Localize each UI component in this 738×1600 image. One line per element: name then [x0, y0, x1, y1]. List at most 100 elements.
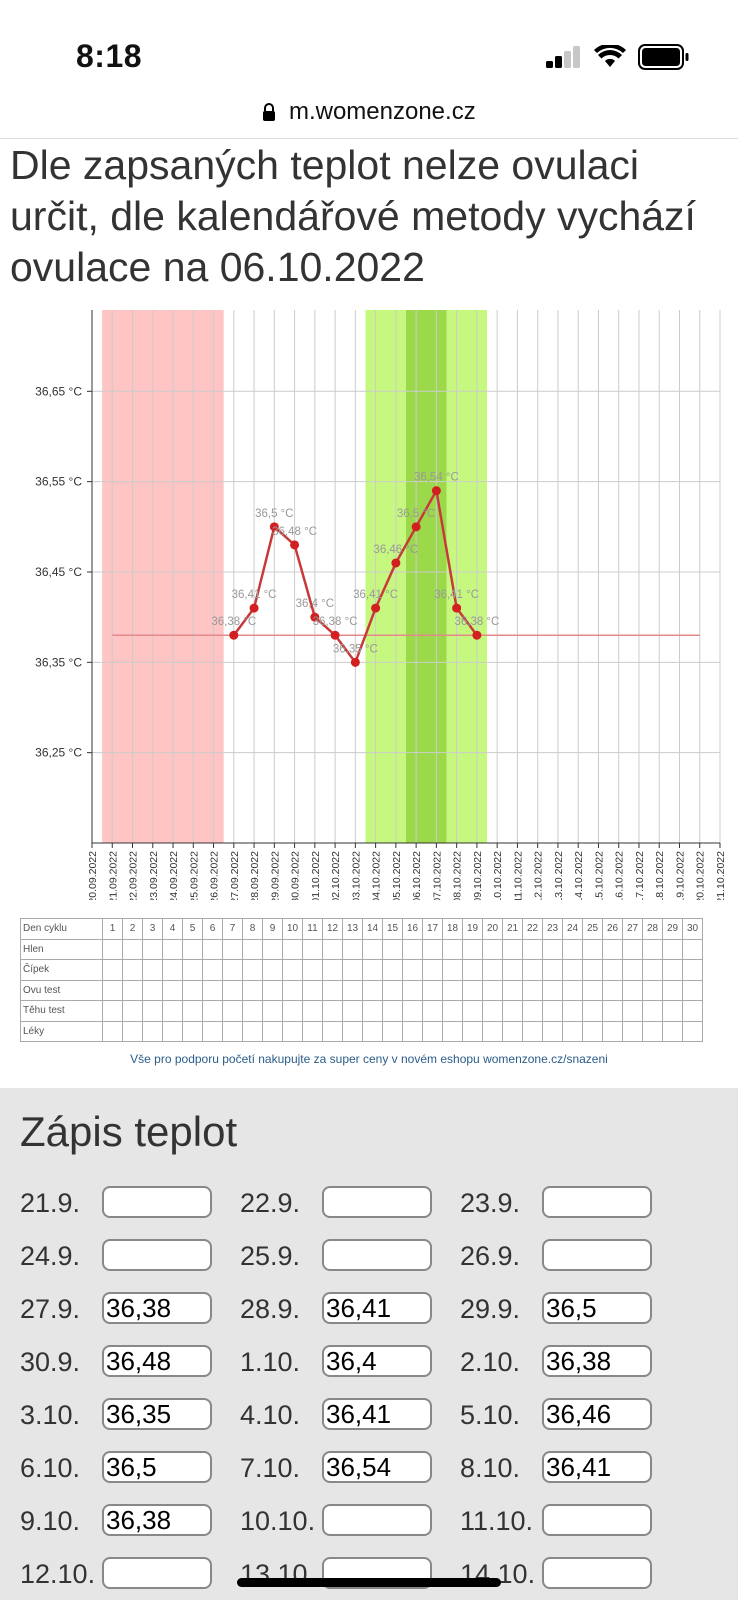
temperature-input[interactable]: [322, 1186, 432, 1218]
data-label: 36,35 °C: [333, 643, 378, 655]
cycle-cell: [382, 938, 403, 960]
temperature-input[interactable]: 36,4: [322, 1345, 432, 1377]
temperature-input[interactable]: 36,35: [102, 1398, 212, 1430]
cycle-cell: [282, 979, 303, 1001]
temperature-input[interactable]: [542, 1504, 652, 1536]
cycle-cell: [282, 1020, 303, 1042]
cycle-cell: [442, 959, 463, 981]
temperature-input[interactable]: 36,46: [542, 1398, 652, 1430]
cycle-cell: [162, 938, 183, 960]
clock: 8:18: [76, 38, 143, 74]
cycle-cell: [302, 1020, 323, 1042]
cycle-cell: [662, 938, 683, 960]
temperature-input[interactable]: [322, 1504, 432, 1536]
x-tick-label: 24.09.2022: [168, 851, 180, 900]
cycle-cell: [562, 938, 583, 960]
cycle-cell: [462, 959, 483, 981]
entry-date-label: 22.9.: [240, 1188, 301, 1218]
data-label: 36,4 °C: [296, 598, 334, 610]
temperature-input[interactable]: 36,5: [102, 1451, 212, 1483]
temperature-input[interactable]: [542, 1557, 652, 1589]
cycle-cell: [322, 1000, 343, 1022]
cycle-cell: [602, 938, 623, 960]
data-label: 36,48 °C: [272, 526, 317, 538]
data-label: 36,41 °C: [232, 589, 277, 601]
cycle-cell: [462, 1000, 483, 1022]
temperature-input[interactable]: 36,38: [102, 1292, 212, 1324]
temperature-input[interactable]: 36,38: [542, 1345, 652, 1377]
temperature-input[interactable]: 36,54: [322, 1451, 432, 1483]
cycle-day-number: 30: [682, 918, 703, 940]
temperature-input[interactable]: 36,48: [102, 1345, 212, 1377]
cycle-cell: [342, 938, 363, 960]
cycle-cell: [422, 1020, 443, 1042]
cycle-cell: [162, 1020, 183, 1042]
address-bar[interactable]: m.womenzone.cz: [0, 92, 738, 139]
x-tick-label: 28.09.2022: [249, 851, 261, 900]
entry-date-label: 4.10.: [240, 1400, 301, 1430]
cycle-cell: [422, 1000, 443, 1022]
data-label: 36,5 °C: [255, 508, 293, 520]
cycle-cell: [262, 1000, 283, 1022]
cycle-cell: [242, 979, 263, 1001]
cycle-cell: [102, 1000, 123, 1022]
cycle-cell: [142, 959, 163, 981]
cycle-cell: [482, 959, 503, 981]
entry-date-label: 28.9.: [240, 1294, 301, 1324]
cycle-table-row: Léky: [20, 1020, 703, 1042]
temperature-input[interactable]: [102, 1557, 212, 1589]
x-tick-label: 01.10.2022: [310, 851, 322, 900]
temperature-input[interactable]: 36,5: [542, 1292, 652, 1324]
x-tick-label: 03.10.2022: [350, 851, 362, 900]
entry-date-label: 1.10.: [240, 1347, 301, 1377]
temperature-input[interactable]: 36,41: [542, 1451, 652, 1483]
cycle-cell: [142, 1000, 163, 1022]
cycle-cell: [242, 1000, 263, 1022]
temperature-input[interactable]: 36,38: [102, 1504, 212, 1536]
cycle-cell: [422, 979, 443, 1001]
temperature-input[interactable]: [542, 1186, 652, 1218]
x-tick-label: 15.10.2022: [593, 851, 605, 900]
cycle-cell: [402, 938, 423, 960]
cycle-cell: [202, 1020, 223, 1042]
x-tick-label: 05.10.2022: [391, 851, 403, 900]
data-point: [391, 558, 401, 568]
eshop-promo-link[interactable]: Vše pro podporu početí nakupujte za supe…: [130, 1052, 608, 1066]
entry-date-label: 3.10.: [20, 1400, 81, 1430]
cycle-cell: [582, 959, 603, 981]
band-0: [102, 310, 224, 843]
temperature-input[interactable]: [102, 1186, 212, 1218]
data-label: 36,38 °C: [313, 616, 358, 628]
chart-bands: [102, 310, 488, 843]
x-tick-label: 10.10.2022: [492, 851, 504, 900]
cycle-cell: [382, 959, 403, 981]
signal-icon: [546, 46, 580, 68]
data-label: 36,54 °C: [414, 472, 459, 484]
x-tick-label: 30.09.2022: [290, 851, 302, 900]
x-tick-label: 29.09.2022: [269, 851, 281, 900]
temperature-input[interactable]: [322, 1239, 432, 1271]
wifi-icon: [594, 45, 626, 67]
x-tick-label: 11.10.2022: [512, 851, 524, 900]
cycle-cell: [562, 1020, 583, 1042]
data-point: [350, 657, 360, 667]
temperature-input[interactable]: [102, 1239, 212, 1271]
cycle-cell: [542, 1020, 563, 1042]
temperature-input[interactable]: 36,41: [322, 1292, 432, 1324]
cycle-cell: [642, 1000, 663, 1022]
cycle-day-number: 2: [122, 918, 143, 940]
data-point: [452, 603, 462, 613]
cycle-cell: [222, 959, 243, 981]
cycle-day-number: 4: [162, 918, 183, 940]
x-tick-label: 23.09.2022: [148, 851, 160, 900]
temperature-input[interactable]: [542, 1239, 652, 1271]
cycle-cell: [262, 1020, 283, 1042]
band-2: [406, 310, 447, 843]
data-label: 36,5 °C: [397, 508, 435, 520]
cycle-cell: [502, 979, 523, 1001]
entry-date-label: 30.9.: [20, 1347, 81, 1377]
temperature-input[interactable]: 36,41: [322, 1398, 432, 1430]
cycle-cell: [442, 979, 463, 1001]
entries-title: Zápis teplot: [20, 1108, 238, 1155]
entry-date-label: 25.9.: [240, 1241, 301, 1271]
